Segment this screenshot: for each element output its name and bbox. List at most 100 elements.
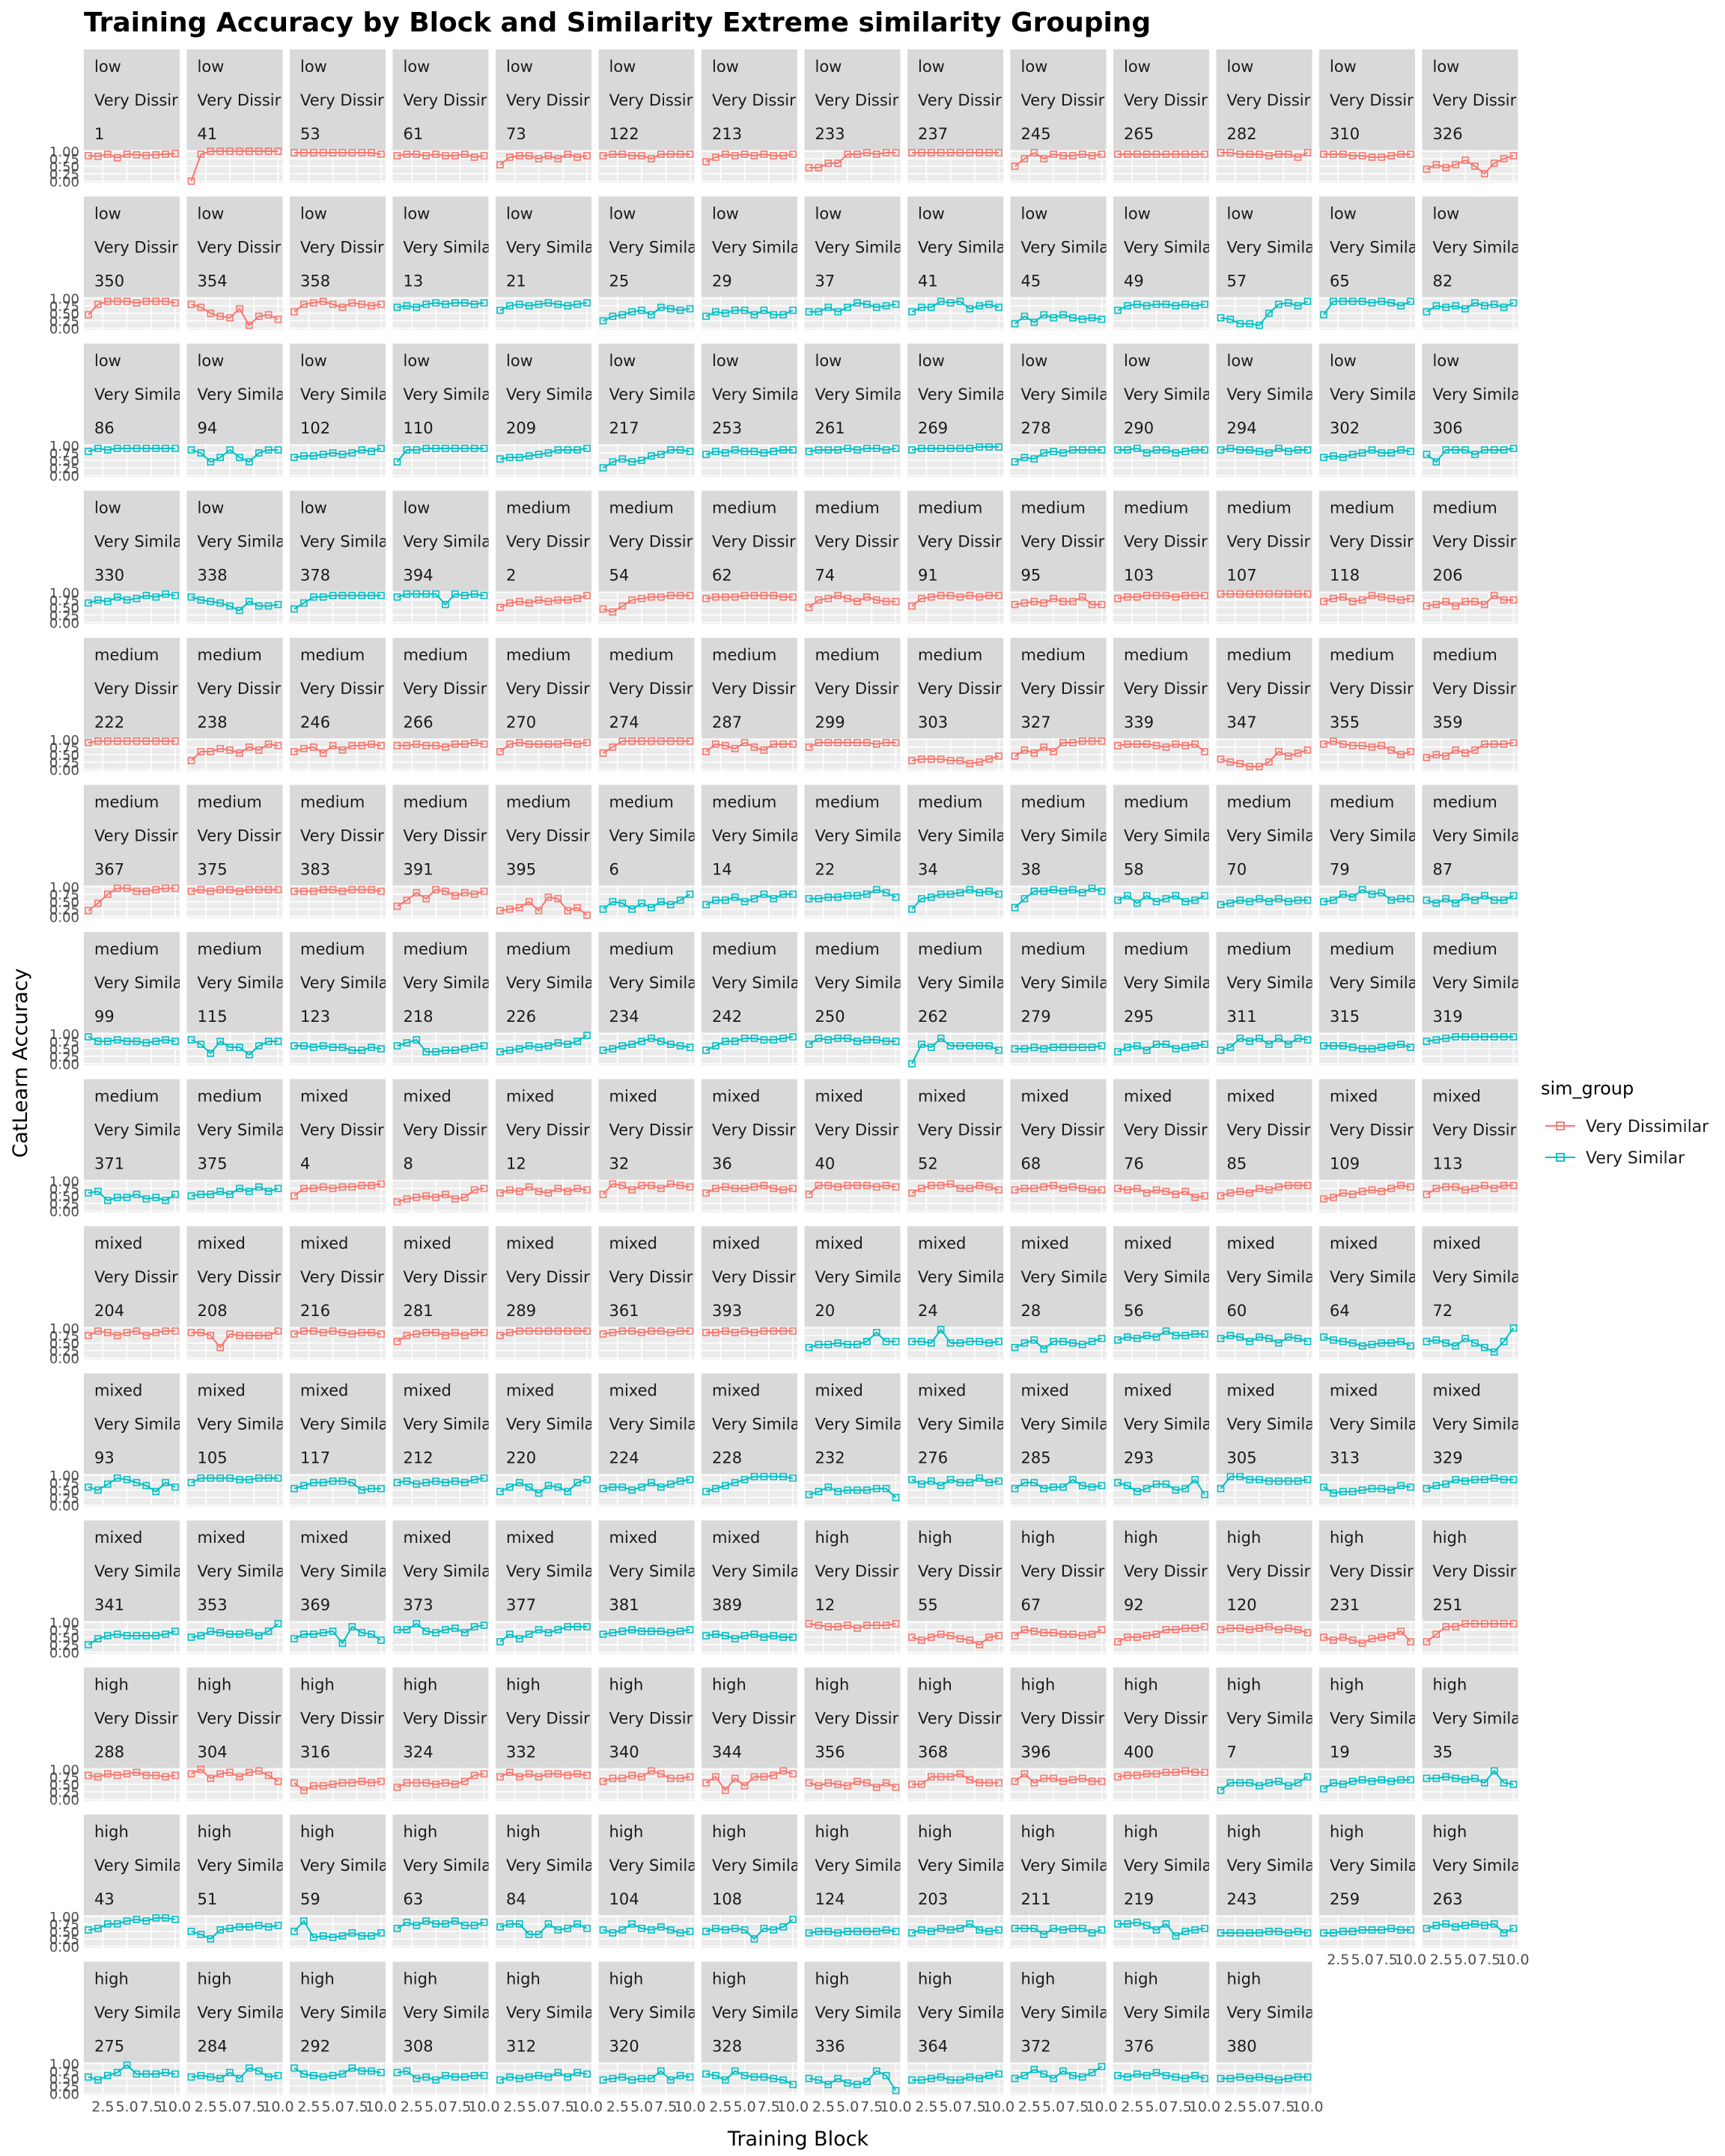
facet-similarity-label: Very Simila <box>609 1416 698 1434</box>
facet-id-label: 344 <box>712 1744 742 1761</box>
data-point <box>1265 898 1273 906</box>
facet-strip <box>1010 196 1107 299</box>
facet-id-label: 304 <box>198 1744 228 1761</box>
facet-group-label: low <box>506 205 533 223</box>
facet-similarity-label: Very Simila <box>198 533 286 551</box>
facet-strip <box>702 344 797 445</box>
data-point <box>236 1332 243 1339</box>
data-point <box>1348 1636 1357 1644</box>
data-point <box>648 1181 655 1190</box>
data-point <box>338 1183 347 1191</box>
data-point <box>236 1630 243 1638</box>
data-point <box>554 895 562 903</box>
data-point <box>255 449 263 457</box>
facet-id-label: 103 <box>1124 567 1154 585</box>
data-point <box>1423 165 1431 173</box>
y-tick-label: 0.75 <box>49 888 79 904</box>
data-point <box>648 1327 655 1335</box>
gridlines <box>496 150 591 183</box>
facet-group-label: mixed <box>1124 1382 1172 1400</box>
data-point <box>815 1621 823 1629</box>
facet-strip <box>907 49 1003 151</box>
data-point <box>740 1184 749 1193</box>
data-point <box>995 591 1003 600</box>
data-point <box>470 1623 478 1630</box>
data-point <box>94 1773 102 1781</box>
facet-similarity-label: Very Simila <box>506 1562 594 1580</box>
data-point <box>422 1627 430 1635</box>
data-point <box>535 1327 543 1335</box>
facet-id-label: 246 <box>300 713 330 731</box>
data-point <box>506 302 514 310</box>
facet-group-label: mixed <box>94 1382 142 1400</box>
facet-group-label: low <box>1021 352 1048 370</box>
data-point <box>506 1186 514 1194</box>
data-point <box>451 299 459 307</box>
data-point <box>789 1633 797 1641</box>
gridlines <box>907 150 1003 183</box>
facet-group-label: low <box>404 352 431 370</box>
data-point <box>226 1330 234 1338</box>
facet-similarity-label: Very Dissir <box>609 680 693 698</box>
y-tick-label: 0.50 <box>49 307 79 323</box>
data-point <box>789 1770 797 1778</box>
data-point <box>300 1482 308 1490</box>
data-point <box>882 597 890 606</box>
y-tick-label: 0.75 <box>49 1035 79 1050</box>
facet-similarity-label: Very Simila <box>1433 974 1521 992</box>
facet-group-label: mixed <box>712 1234 760 1252</box>
data-point <box>255 1767 263 1775</box>
data-point <box>1339 1189 1347 1197</box>
facet-id-label: 56 <box>1124 1302 1144 1320</box>
data-point <box>844 1621 851 1629</box>
facet-group-label: high <box>918 1676 952 1694</box>
data-point <box>770 740 778 748</box>
facet-id-label: 6 <box>609 861 619 879</box>
facet-strip <box>1010 785 1107 887</box>
data-point <box>863 1779 871 1787</box>
data-point <box>197 449 205 457</box>
data-point <box>103 597 112 606</box>
data-point <box>1500 740 1508 748</box>
data-point <box>422 1192 430 1200</box>
data-point <box>1011 162 1019 170</box>
y-tick-label: 0.25 <box>49 755 79 771</box>
data-point <box>1172 740 1180 748</box>
data-point <box>393 1042 401 1050</box>
data-point <box>1143 449 1151 457</box>
y-tick-label: 1.00 <box>49 144 79 160</box>
data-point <box>1069 1776 1077 1784</box>
data-point <box>956 757 964 764</box>
series-line <box>293 743 382 755</box>
data-point <box>882 1484 890 1493</box>
facet-id-label: 373 <box>404 1596 433 1614</box>
data-point <box>927 445 935 452</box>
data-point <box>246 1629 253 1636</box>
data-point <box>976 1641 984 1648</box>
data-point <box>1275 1183 1283 1191</box>
data-point <box>824 159 833 167</box>
data-point <box>319 451 327 458</box>
facet-similarity-label: Very Dissir <box>94 827 178 845</box>
y-tick-label: 0.75 <box>49 1623 79 1639</box>
data-point <box>937 1630 945 1638</box>
data-point <box>686 305 694 313</box>
facet-group-label: medium <box>815 940 880 958</box>
data-point <box>834 308 842 316</box>
